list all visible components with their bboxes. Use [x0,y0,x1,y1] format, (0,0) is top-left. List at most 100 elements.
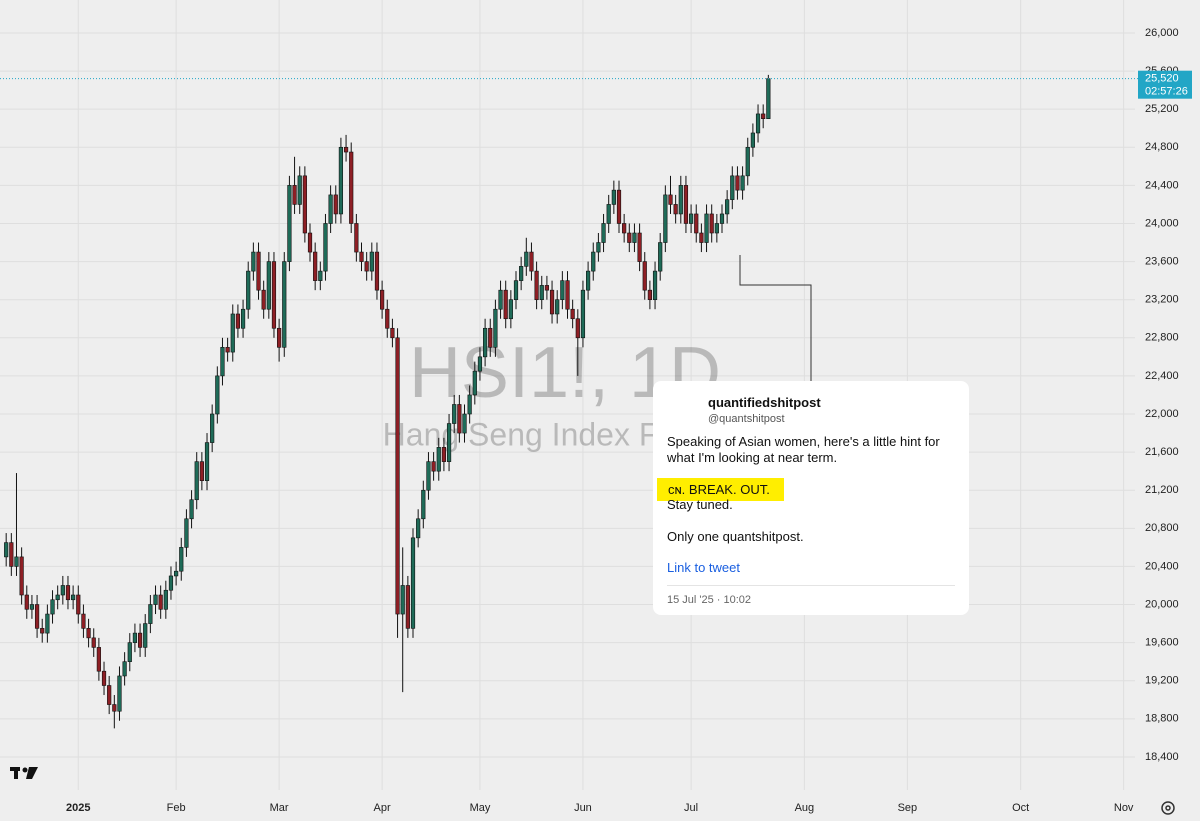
candle-body [235,313,241,329]
candle-body [529,251,534,272]
candle-body [395,337,400,615]
candle-body [596,242,601,253]
candle-body [81,613,86,629]
divider [667,585,955,586]
candle-body [132,632,138,643]
candle-body [107,685,112,705]
candle-body [668,194,673,205]
candle-body [174,570,179,577]
candle-body [606,204,611,224]
candle-body [4,542,9,558]
candle-body [503,289,508,320]
candle-body [534,270,539,300]
candle-body [240,308,246,329]
candle-body [343,146,349,153]
candle-body [261,289,266,310]
candle-body [498,289,503,310]
candle-body [683,185,689,224]
tweet-highlight: ᴄɴ. BREAK. OUT. [668,482,770,497]
y-tick-label: 18,800 [1145,713,1179,725]
candle-body [560,280,565,300]
candle-body [71,594,76,601]
x-tick-label: Jun [574,802,592,814]
candle-body [467,394,472,415]
candle-body [143,623,148,648]
last-price-box [1138,70,1192,99]
candle-body [338,146,344,215]
candle-body [194,461,199,501]
candle-body [246,270,251,310]
candle-body [153,594,158,605]
candle-body [45,613,50,634]
candle-body [416,518,421,539]
y-tick-label: 18,400 [1145,751,1179,763]
candle-body [256,251,261,291]
candle-body [313,251,318,281]
candle-body [740,175,745,191]
candle-body [96,647,101,672]
candle-body [60,585,65,596]
candle-body [446,423,452,462]
candle-body [483,327,488,358]
y-tick-label: 24,000 [1145,217,1179,229]
x-tick-label: Oct [1012,802,1029,814]
candle-body [266,261,271,310]
candle-body [359,251,364,262]
candle-body [137,632,143,648]
candles [4,74,771,729]
x-tick-label: Nov [1114,802,1134,814]
candle-body [585,270,591,291]
candle-body [431,461,436,472]
candle-body [55,594,60,601]
candle-body [76,594,81,615]
candle-body [647,289,652,300]
candle-body [307,232,313,253]
candle-body [462,413,467,434]
candle-body [714,223,719,234]
tweet-link[interactable]: Link to tweet [667,560,740,575]
candle-body [410,537,416,629]
candle-body [745,146,750,177]
candle-body [766,78,771,119]
candle-body [436,447,441,472]
candle-body [302,175,307,234]
candle-body [297,175,302,205]
candle-body [441,447,447,462]
x-tick-label: Aug [795,802,815,814]
tweet-date: 15 Jul '25 · 10:02 [667,594,752,606]
candle-body [199,461,204,481]
drawing-line [739,255,812,381]
candle-body [374,251,380,291]
settings-icon[interactable] [1161,801,1175,815]
candle-body [122,661,127,677]
x-tick-label: Feb [167,802,186,814]
candle-body [637,232,642,262]
candle-body [323,223,328,272]
candle-body [699,232,704,243]
candle-body [761,113,766,119]
candle-body [688,213,694,224]
candle-body [755,113,761,134]
candle-body [678,185,683,215]
candle-body [9,542,14,567]
candle-body [369,251,374,272]
y-tick-label: 22,800 [1145,332,1179,344]
candle-body [457,404,462,434]
candle-body [421,489,426,520]
candle-body [117,675,122,712]
candle-body [730,175,735,200]
candle-body [658,242,663,272]
candle-body [65,585,71,601]
candle-body [168,575,174,591]
candle-body [251,251,256,272]
candle-body [477,356,483,372]
candle-body [709,213,714,234]
tweet-line: Only one quantshitpost. [667,529,804,544]
x-tick-label: Apr [374,802,391,814]
candle-body [673,204,678,215]
y-tick-label: 23,200 [1145,294,1179,306]
y-tick-label: 21,200 [1145,484,1179,496]
y-tick-label: 21,600 [1145,446,1179,458]
